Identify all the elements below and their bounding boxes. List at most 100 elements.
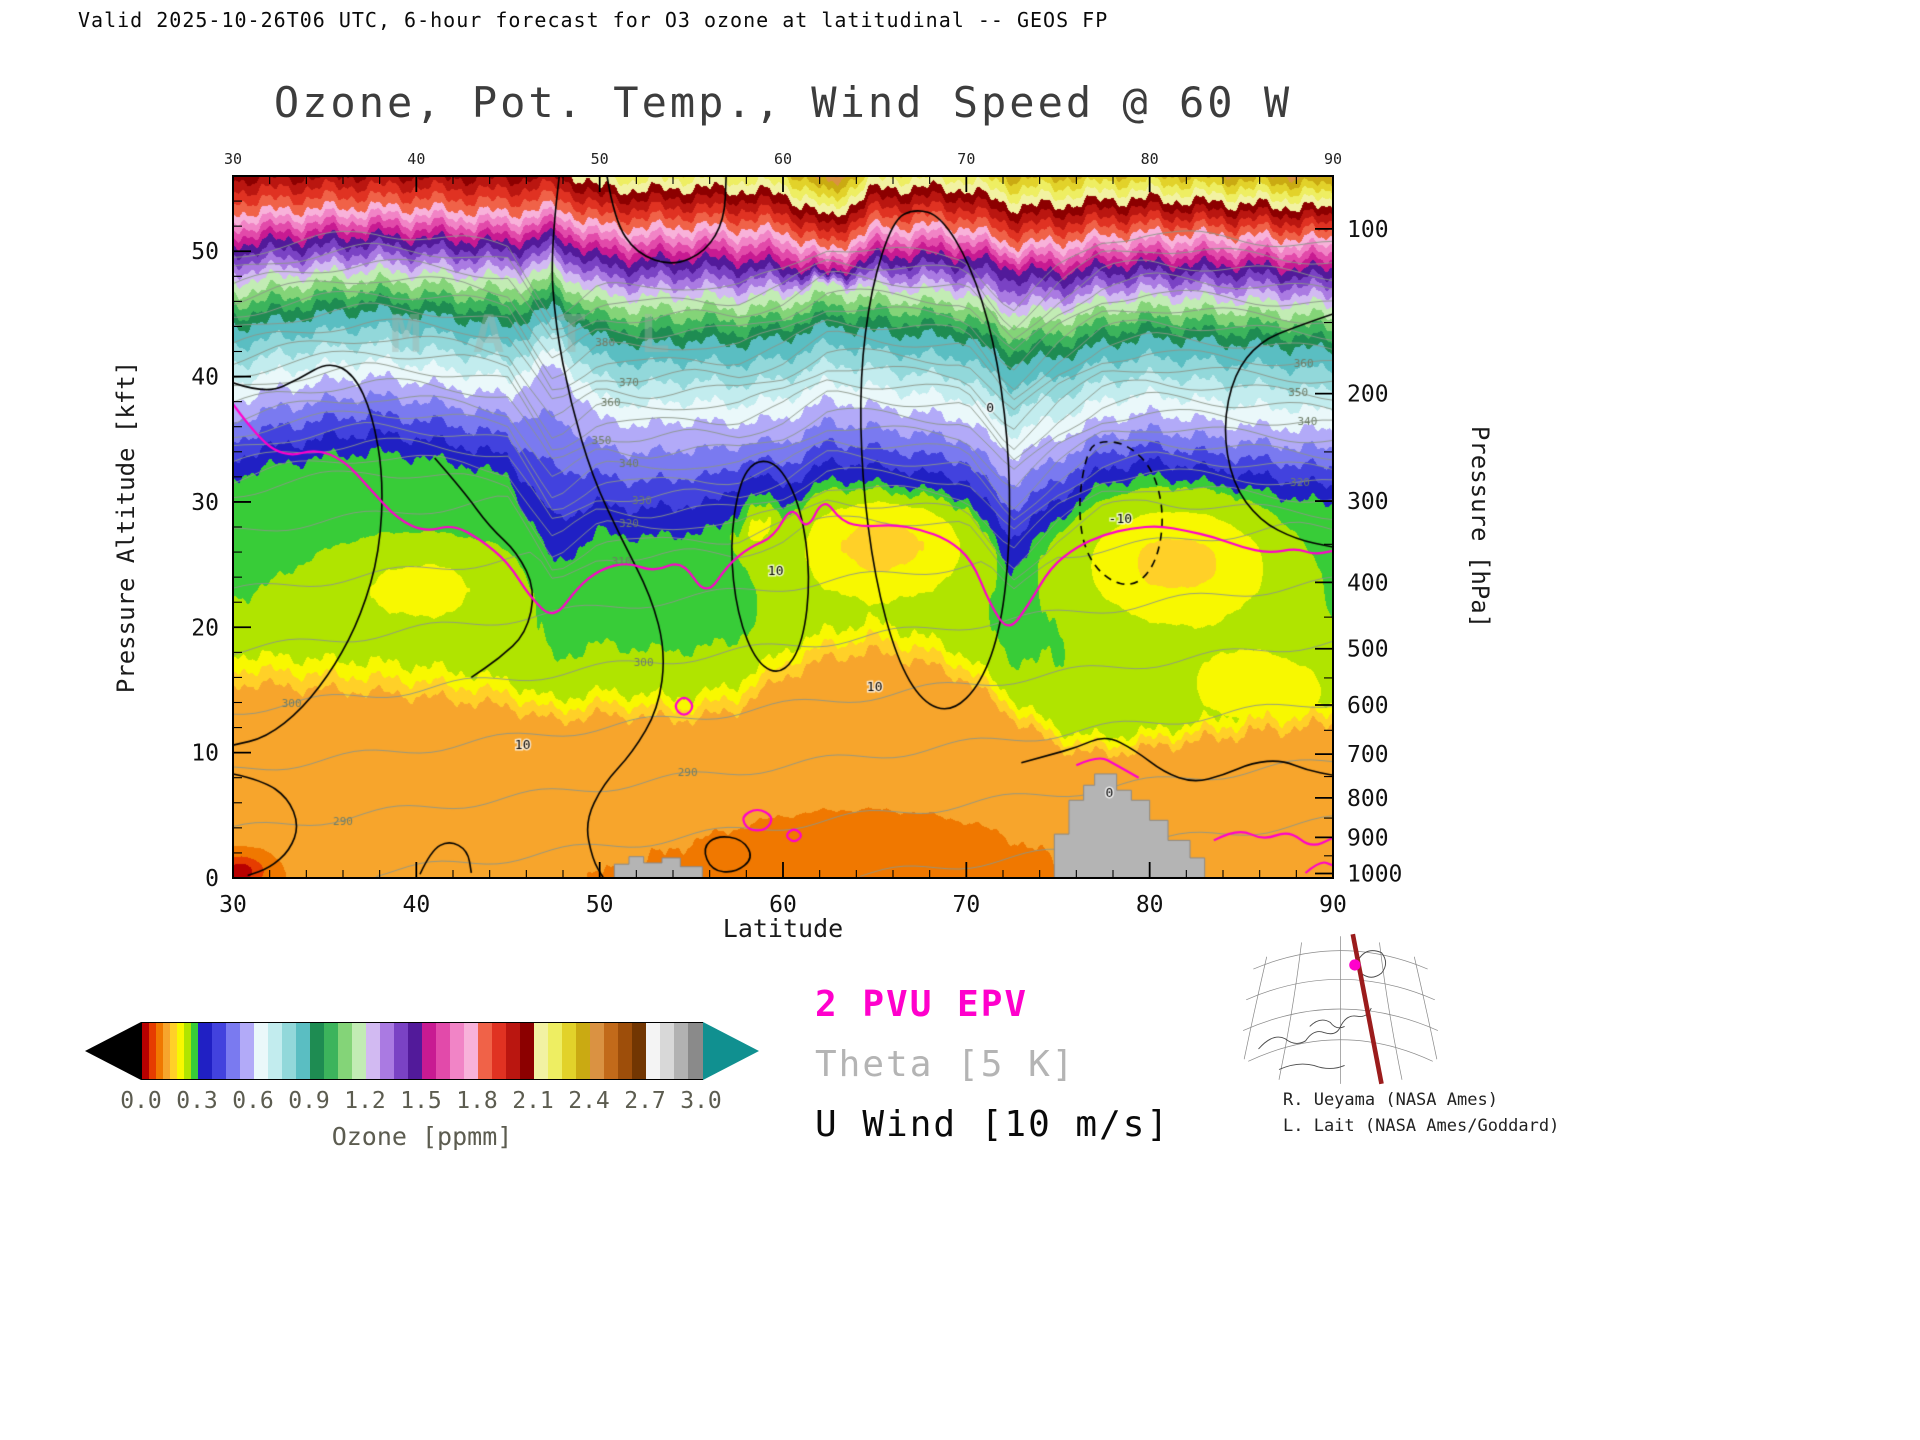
credit-line-1: R. Ueyama (NASA Ames) bbox=[1283, 1090, 1498, 1110]
colorbar-strip bbox=[191, 1023, 199, 1079]
credit-line-2: L. Lait (NASA Ames/Goddard) bbox=[1283, 1116, 1560, 1136]
svg-text:300: 300 bbox=[1347, 489, 1389, 515]
colorbar-tick-label: 2.7 bbox=[624, 1088, 666, 1114]
svg-text:900: 900 bbox=[1347, 825, 1389, 851]
colorbar-strip bbox=[688, 1023, 703, 1079]
colorbar-strip bbox=[163, 1023, 171, 1079]
colorbar-tick-label: 3.0 bbox=[680, 1088, 722, 1114]
colorbar-strip bbox=[408, 1023, 423, 1079]
legend-theta: Theta [5 K] bbox=[815, 1044, 1076, 1085]
svg-text:30: 30 bbox=[224, 150, 242, 168]
svg-text:0: 0 bbox=[205, 866, 219, 892]
colorbar-strip bbox=[366, 1023, 381, 1079]
colorbar-over-range-arrow-icon bbox=[703, 1022, 759, 1080]
colorbar-strip bbox=[646, 1023, 661, 1079]
colorbar-strip bbox=[296, 1023, 311, 1079]
colorbar-strip bbox=[142, 1023, 150, 1079]
colorbar-strip bbox=[282, 1023, 297, 1079]
colorbar-strip bbox=[464, 1023, 479, 1079]
svg-text:80: 80 bbox=[1141, 150, 1159, 168]
colorbar-title: Ozone [ppmm] bbox=[331, 1122, 513, 1151]
colorbar-strip bbox=[149, 1023, 157, 1079]
colorbar: 0.0 0.3 0.6 0.9 1.2 1.5 1.8 2.1 2.4 2.7 3.0 Ozone … bbox=[85, 1022, 759, 1151]
colorbar-strip bbox=[450, 1023, 465, 1079]
svg-text:60: 60 bbox=[774, 150, 792, 168]
colorbar-strip bbox=[506, 1023, 521, 1079]
colorbar-strip bbox=[660, 1023, 675, 1079]
svg-text:1000: 1000 bbox=[1347, 861, 1402, 887]
colorbar-strip bbox=[576, 1023, 591, 1079]
inset-locator-map bbox=[1242, 933, 1439, 1085]
svg-text:40: 40 bbox=[407, 150, 425, 168]
svg-text:50: 50 bbox=[191, 239, 219, 265]
plot-title: Ozone, Pot. Temp., Wind Speed @ 60 W bbox=[273, 78, 1293, 127]
colorbar-strip bbox=[240, 1023, 255, 1079]
colorbar-strip bbox=[436, 1023, 451, 1079]
colorbar-tick-label: 1.5 bbox=[400, 1088, 442, 1114]
colorbar-strip bbox=[618, 1023, 633, 1079]
colorbar-tick-label: 2.4 bbox=[568, 1088, 610, 1114]
colorbar-tick-label: 0.0 bbox=[120, 1088, 162, 1114]
svg-text:800: 800 bbox=[1347, 786, 1389, 812]
x-axis-title: Latitude bbox=[722, 914, 844, 943]
colorbar-strip bbox=[394, 1023, 409, 1079]
colorbar-strip bbox=[590, 1023, 605, 1079]
colorbar-tick-label: 0.3 bbox=[176, 1088, 218, 1114]
colorbar-tick-labels: 0.0 0.3 0.6 0.9 1.2 1.5 1.8 2.1 2.4 2.7 3.0 bbox=[85, 1088, 759, 1118]
colorbar-strip bbox=[184, 1023, 192, 1079]
colorbar-strip bbox=[562, 1023, 577, 1079]
colorbar-strip bbox=[310, 1023, 325, 1079]
colorbar-strip bbox=[604, 1023, 619, 1079]
colorbar-strip bbox=[548, 1023, 563, 1079]
svg-text:100: 100 bbox=[1347, 217, 1389, 243]
colorbar-tick-label: 0.9 bbox=[288, 1088, 330, 1114]
svg-text:10: 10 bbox=[191, 741, 219, 767]
svg-text:50: 50 bbox=[591, 150, 609, 168]
colorbar-strip bbox=[492, 1023, 507, 1079]
colorbar-tick-label: 0.6 bbox=[232, 1088, 274, 1114]
y-left-axis-title: Pressure Altitude [kft] bbox=[112, 360, 140, 694]
colorbar-tick-label: 1.2 bbox=[344, 1088, 386, 1114]
colorbar-tick-label: 2.1 bbox=[512, 1088, 554, 1114]
svg-text:500: 500 bbox=[1347, 637, 1389, 663]
colorbar-strip bbox=[198, 1023, 213, 1079]
colorbar-strip bbox=[170, 1023, 178, 1079]
y-right-axis-title: Pressure [hPa] bbox=[1466, 425, 1494, 629]
colorbar-strip bbox=[380, 1023, 395, 1079]
colorbar-strip bbox=[156, 1023, 164, 1079]
colorbar-strip bbox=[268, 1023, 283, 1079]
svg-text:20: 20 bbox=[191, 615, 219, 641]
colorbar-strip bbox=[324, 1023, 339, 1079]
colorbar-tick-label: 1.8 bbox=[456, 1088, 498, 1114]
colorbar-strips bbox=[141, 1022, 703, 1080]
colorbar-strip bbox=[212, 1023, 227, 1079]
legend-epv: 2 PVU EPV bbox=[815, 984, 1029, 1025]
svg-text:70: 70 bbox=[957, 150, 975, 168]
svg-text:400: 400 bbox=[1347, 570, 1389, 596]
svg-text:200: 200 bbox=[1347, 382, 1389, 408]
legend-u-wind: U Wind [10 m/s] bbox=[815, 1104, 1171, 1145]
colorbar-strip bbox=[478, 1023, 493, 1079]
colorbar-strip bbox=[520, 1023, 535, 1079]
svg-text:600: 600 bbox=[1347, 693, 1389, 719]
colorbar-strip bbox=[674, 1023, 689, 1079]
cross-section-meridian-line bbox=[1350, 933, 1384, 1085]
colorbar-strip bbox=[177, 1023, 185, 1079]
map-graticule bbox=[1242, 936, 1439, 1084]
colorbar-strip bbox=[534, 1023, 549, 1079]
colorbar-strip bbox=[338, 1023, 353, 1079]
valid-time-header: Valid 2025-10-26T06 UTC, 6-hour forecast… bbox=[78, 8, 1109, 32]
ozone-cross-section-canvas bbox=[233, 176, 1333, 878]
colorbar-strip bbox=[422, 1023, 437, 1079]
colorbar-strip bbox=[254, 1023, 269, 1079]
colorbar-bar bbox=[85, 1022, 759, 1080]
svg-text:90: 90 bbox=[1324, 150, 1342, 168]
colorbar-strip bbox=[352, 1023, 367, 1079]
colorbar-strip bbox=[226, 1023, 241, 1079]
svg-text:40: 40 bbox=[191, 365, 219, 391]
section-start-dot bbox=[1349, 959, 1361, 971]
svg-text:700: 700 bbox=[1347, 742, 1389, 768]
colorbar-strip bbox=[632, 1023, 647, 1079]
svg-text:30: 30 bbox=[191, 490, 219, 516]
